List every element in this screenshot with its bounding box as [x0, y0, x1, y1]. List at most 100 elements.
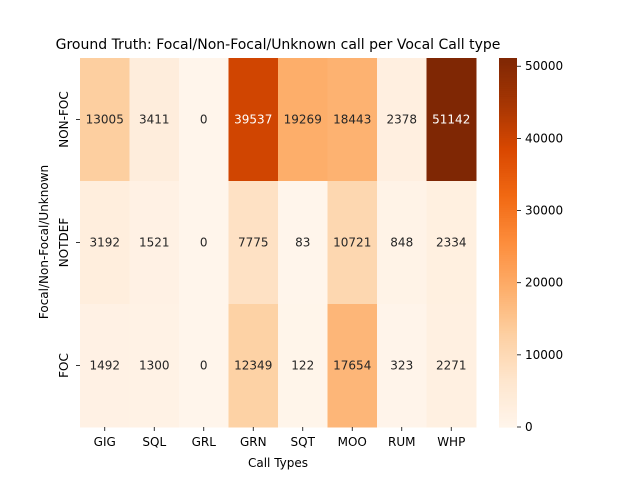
colorbar-segment — [499, 113, 517, 116]
colorbar-segment — [499, 377, 517, 381]
colorbar-segment — [499, 156, 517, 160]
colorbar-segment — [499, 301, 517, 305]
colorbar-segment — [499, 373, 517, 377]
colorbar-segment — [499, 353, 517, 356]
heatmap-cell — [426, 304, 477, 428]
colorbar-tick-label: 40000 — [525, 131, 563, 145]
colorbar-segment — [499, 80, 517, 84]
colorbar-segment — [499, 211, 517, 215]
x-tick-label: RUM — [388, 435, 415, 449]
colorbar-segment — [499, 304, 517, 307]
colorbar-segment — [499, 105, 517, 108]
colorbar-segment — [499, 369, 517, 373]
cell-value-label: 1300 — [139, 359, 170, 373]
colorbar-segment — [499, 408, 517, 412]
cell-value-label: 2378 — [386, 113, 417, 127]
colorbar-segment — [499, 349, 517, 352]
colorbar-segment — [499, 383, 517, 387]
cell-value-label: 3411 — [139, 113, 170, 127]
colorbar-segment — [499, 78, 517, 82]
heatmap-cell — [426, 181, 477, 305]
colorbar-segment — [499, 275, 517, 278]
colorbar-segment — [499, 64, 517, 67]
colorbar-segment — [499, 414, 517, 418]
heatmap-cell — [228, 181, 279, 305]
colorbar-segment — [499, 168, 517, 172]
colorbar-segment — [499, 111, 517, 114]
colorbar-segment — [499, 404, 517, 408]
colorbar-segment — [499, 199, 517, 203]
colorbar-segment — [499, 322, 517, 326]
colorbar-segment — [499, 252, 517, 256]
colorbar-segment — [499, 74, 517, 78]
colorbar-segment — [499, 308, 517, 311]
chart-title: Ground Truth: Focal/Non-Focal/Unknown ca… — [56, 37, 501, 53]
colorbar-segment — [499, 103, 517, 106]
colorbar-segment — [499, 412, 517, 416]
y-tick-label: NOTDEF — [57, 218, 71, 268]
colorbar-segment — [499, 258, 517, 262]
heatmap-cell — [426, 58, 477, 182]
colorbar-segment — [499, 154, 517, 157]
cell-value-label: 2334 — [436, 236, 467, 250]
colorbar-segment — [499, 127, 517, 131]
colorbar-segment — [499, 158, 517, 162]
colorbar-segment — [499, 209, 517, 213]
colorbar-segment — [499, 379, 517, 383]
cell-value-label: 0 — [200, 359, 208, 373]
colorbar-segment — [499, 228, 517, 231]
colorbar-segment — [499, 248, 517, 252]
colorbar-segment — [499, 86, 517, 90]
colorbar-segment — [499, 213, 517, 217]
colorbar-segment — [499, 84, 517, 88]
cell-value-label: 0 — [200, 236, 208, 250]
colorbar-segment — [499, 72, 517, 75]
y-tick-label: FOC — [57, 353, 71, 378]
colorbar-segment — [499, 289, 517, 293]
colorbar-segment — [499, 140, 517, 143]
colorbar-segment — [499, 306, 517, 309]
colorbar-segment — [499, 193, 517, 196]
colorbar-segment — [499, 195, 517, 198]
colorbar-segment — [499, 355, 517, 358]
colorbar-segment — [499, 420, 517, 424]
colorbar-segment — [499, 281, 517, 285]
colorbar-segment — [499, 58, 517, 61]
colorbar-segment — [499, 230, 517, 233]
colorbar-segment — [499, 332, 517, 336]
colorbar-segment — [499, 316, 517, 319]
colorbar-segment — [499, 189, 517, 192]
colorbar-segment — [499, 326, 517, 330]
colorbar-segment — [499, 107, 517, 110]
cell-value-label: 18443 — [333, 113, 371, 127]
colorbar-segment — [499, 416, 517, 420]
colorbar-segment — [499, 418, 517, 422]
colorbar-segment — [499, 123, 517, 127]
colorbar-segment — [499, 273, 517, 276]
colorbar-segment — [499, 224, 517, 227]
cell-value-label: 83 — [295, 236, 310, 250]
colorbar-segment — [499, 347, 517, 350]
y-axis-label: Focal/Non-Focal/Unknown — [37, 165, 51, 319]
colorbar-segment — [499, 287, 517, 291]
colorbar-segment — [499, 176, 517, 180]
colorbar-segment — [499, 410, 517, 414]
colorbar-segment — [499, 76, 517, 80]
colorbar-segment — [499, 392, 517, 395]
colorbar-tick-label: 0 — [525, 420, 533, 434]
colorbar-segment — [499, 398, 517, 401]
x-tick-label: WHP — [437, 435, 465, 449]
colorbar-segment — [499, 328, 517, 332]
heatmap-cell — [179, 181, 229, 305]
colorbar-segment — [499, 267, 517, 270]
colorbar-segment — [499, 234, 517, 237]
colorbar-segment — [499, 310, 517, 313]
colorbar-segment — [499, 424, 517, 428]
colorbar-segment — [499, 363, 517, 367]
colorbar-tick-label: 10000 — [525, 348, 563, 362]
colorbar-segment — [499, 320, 517, 324]
x-tick-label: GRN — [240, 435, 267, 449]
cell-value-label: 19269 — [284, 113, 322, 127]
colorbar-segment — [499, 240, 517, 244]
colorbar-segment — [499, 277, 517, 280]
